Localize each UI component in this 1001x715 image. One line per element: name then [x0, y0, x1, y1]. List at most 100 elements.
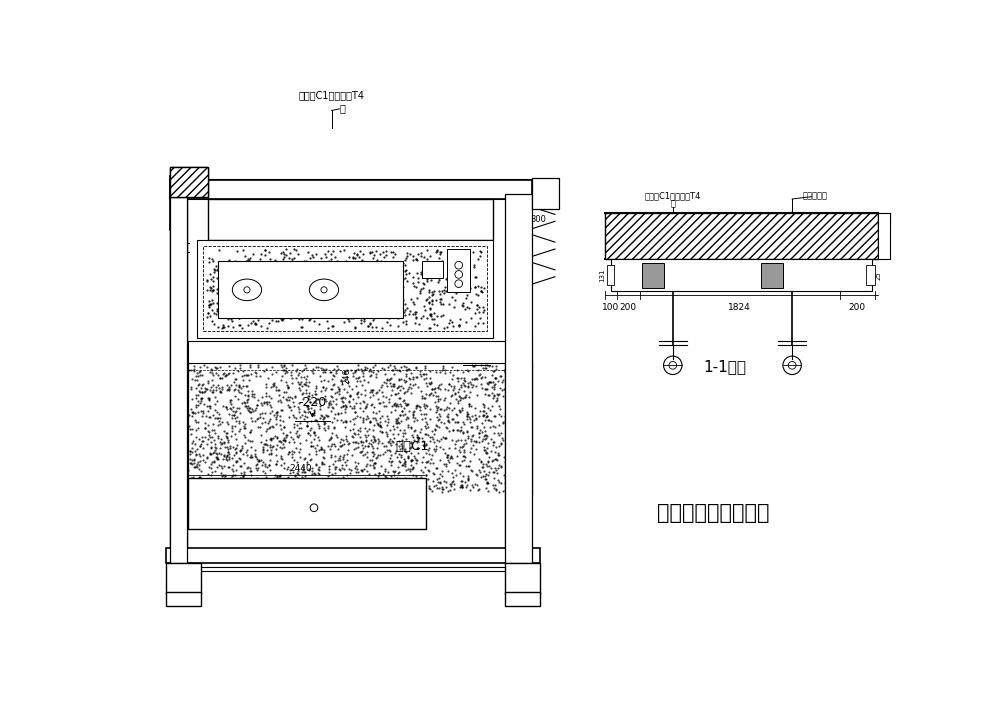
- Point: [438, 476, 454, 488]
- Point: [508, 398, 524, 409]
- Point: [319, 402, 335, 413]
- Point: [362, 317, 378, 329]
- Point: [203, 381, 219, 393]
- Point: [391, 392, 407, 403]
- Point: [190, 370, 206, 382]
- Point: [463, 410, 479, 422]
- Point: [297, 378, 313, 390]
- Point: [518, 420, 534, 432]
- Point: [330, 383, 346, 395]
- Bar: [642, 263, 664, 287]
- Point: [377, 298, 393, 310]
- Point: [370, 438, 386, 449]
- Point: [428, 420, 444, 431]
- Point: [340, 485, 356, 497]
- Point: [201, 429, 217, 440]
- Point: [362, 392, 378, 403]
- Point: [357, 400, 373, 412]
- Point: [522, 468, 538, 479]
- Point: [391, 365, 407, 376]
- Point: [391, 482, 407, 493]
- Text: 暗红色C1内打红色T4: 暗红色C1内打红色T4: [645, 192, 701, 200]
- Point: [274, 365, 290, 376]
- Point: [396, 458, 412, 469]
- Point: [356, 475, 372, 486]
- Point: [337, 255, 353, 267]
- Point: [446, 380, 462, 392]
- Point: [428, 434, 444, 445]
- Point: [249, 464, 265, 475]
- Point: [449, 249, 465, 260]
- Point: [515, 459, 531, 470]
- Point: [478, 430, 494, 442]
- Point: [365, 448, 381, 460]
- Point: [329, 432, 345, 443]
- Point: [367, 321, 383, 332]
- Point: [339, 257, 355, 268]
- Point: [341, 302, 357, 314]
- Point: [193, 393, 209, 405]
- Point: [361, 292, 377, 304]
- Point: [464, 481, 480, 493]
- Point: [195, 454, 211, 465]
- Point: [461, 398, 477, 410]
- Point: [500, 435, 517, 447]
- Point: [349, 248, 365, 260]
- Point: [512, 463, 528, 475]
- Point: [426, 383, 442, 395]
- Point: [199, 307, 215, 319]
- Point: [412, 464, 428, 475]
- Point: [431, 288, 447, 300]
- Point: [379, 444, 395, 455]
- Point: [504, 362, 520, 373]
- Point: [320, 322, 336, 334]
- Point: [466, 373, 482, 385]
- Point: [293, 377, 309, 388]
- Point: [283, 285, 299, 296]
- Point: [310, 431, 326, 443]
- Point: [372, 300, 388, 311]
- Point: [210, 433, 226, 444]
- Point: [232, 478, 248, 489]
- Point: [327, 480, 343, 491]
- Point: [491, 371, 508, 383]
- Point: [274, 415, 290, 427]
- Point: [292, 411, 308, 423]
- Point: [405, 412, 421, 423]
- Point: [291, 475, 307, 486]
- Point: [240, 404, 256, 415]
- Point: [356, 463, 372, 474]
- Point: [305, 428, 321, 439]
- Point: [365, 389, 381, 400]
- Point: [274, 313, 290, 325]
- Point: [396, 374, 412, 385]
- Point: [434, 465, 450, 477]
- Point: [300, 390, 316, 401]
- Point: [289, 468, 305, 480]
- Point: [348, 372, 364, 383]
- Point: [260, 390, 276, 402]
- Point: [206, 424, 222, 435]
- Point: [417, 416, 433, 428]
- Point: [385, 436, 401, 448]
- Point: [350, 301, 366, 312]
- Point: [267, 407, 283, 418]
- Point: [237, 389, 253, 400]
- Point: [418, 469, 434, 480]
- Point: [232, 473, 248, 484]
- Point: [246, 366, 262, 378]
- Point: [275, 386, 291, 398]
- Point: [464, 360, 480, 371]
- Point: [320, 258, 336, 270]
- Point: [425, 436, 441, 448]
- Point: [361, 288, 377, 300]
- Point: [202, 310, 218, 321]
- Point: [300, 428, 316, 439]
- Point: [363, 438, 379, 449]
- Point: [392, 384, 408, 395]
- Point: [456, 255, 472, 266]
- Point: [402, 459, 418, 470]
- Point: [339, 444, 355, 455]
- Point: [201, 431, 217, 443]
- Point: [418, 473, 434, 485]
